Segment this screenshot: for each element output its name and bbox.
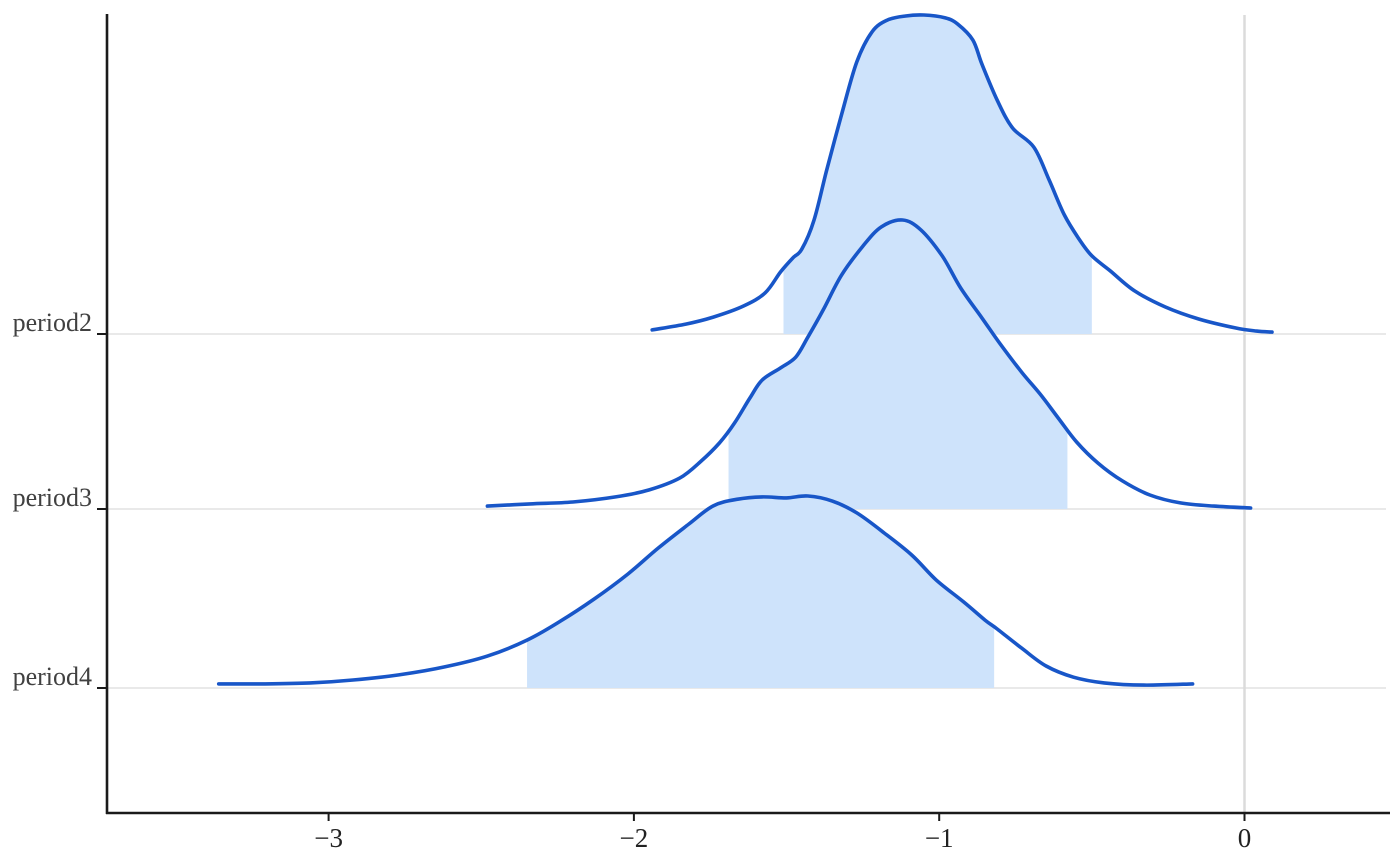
density-curve-period3 — [485, 218, 1253, 510]
x-tick-label-zero: 0 — [1238, 823, 1252, 853]
density-interval-fill-period2 — [783, 14, 1092, 334]
density-curve-period2 — [650, 13, 1274, 334]
y-tick-label-period2: period2 — [13, 308, 92, 337]
y-tick-label-period3: period3 — [13, 483, 92, 512]
density-curve-period4 — [216, 494, 1195, 687]
x-tick-label-minus1: −1 — [925, 823, 954, 853]
axis-labels: period2 period3 period4 −3 −2 −1 0 — [13, 308, 1252, 853]
x-tick-label-minus3: −3 — [314, 823, 343, 853]
x-tick-label-minus2: −2 — [620, 823, 649, 853]
density-interval-fill-period3 — [728, 219, 1068, 509]
tick-marks — [97, 333, 1246, 821]
axes — [97, 14, 1390, 821]
density-curves — [216, 13, 1274, 688]
y-tick-label-period4: period4 — [13, 662, 92, 691]
density-interval-fill-period4 — [527, 495, 995, 688]
